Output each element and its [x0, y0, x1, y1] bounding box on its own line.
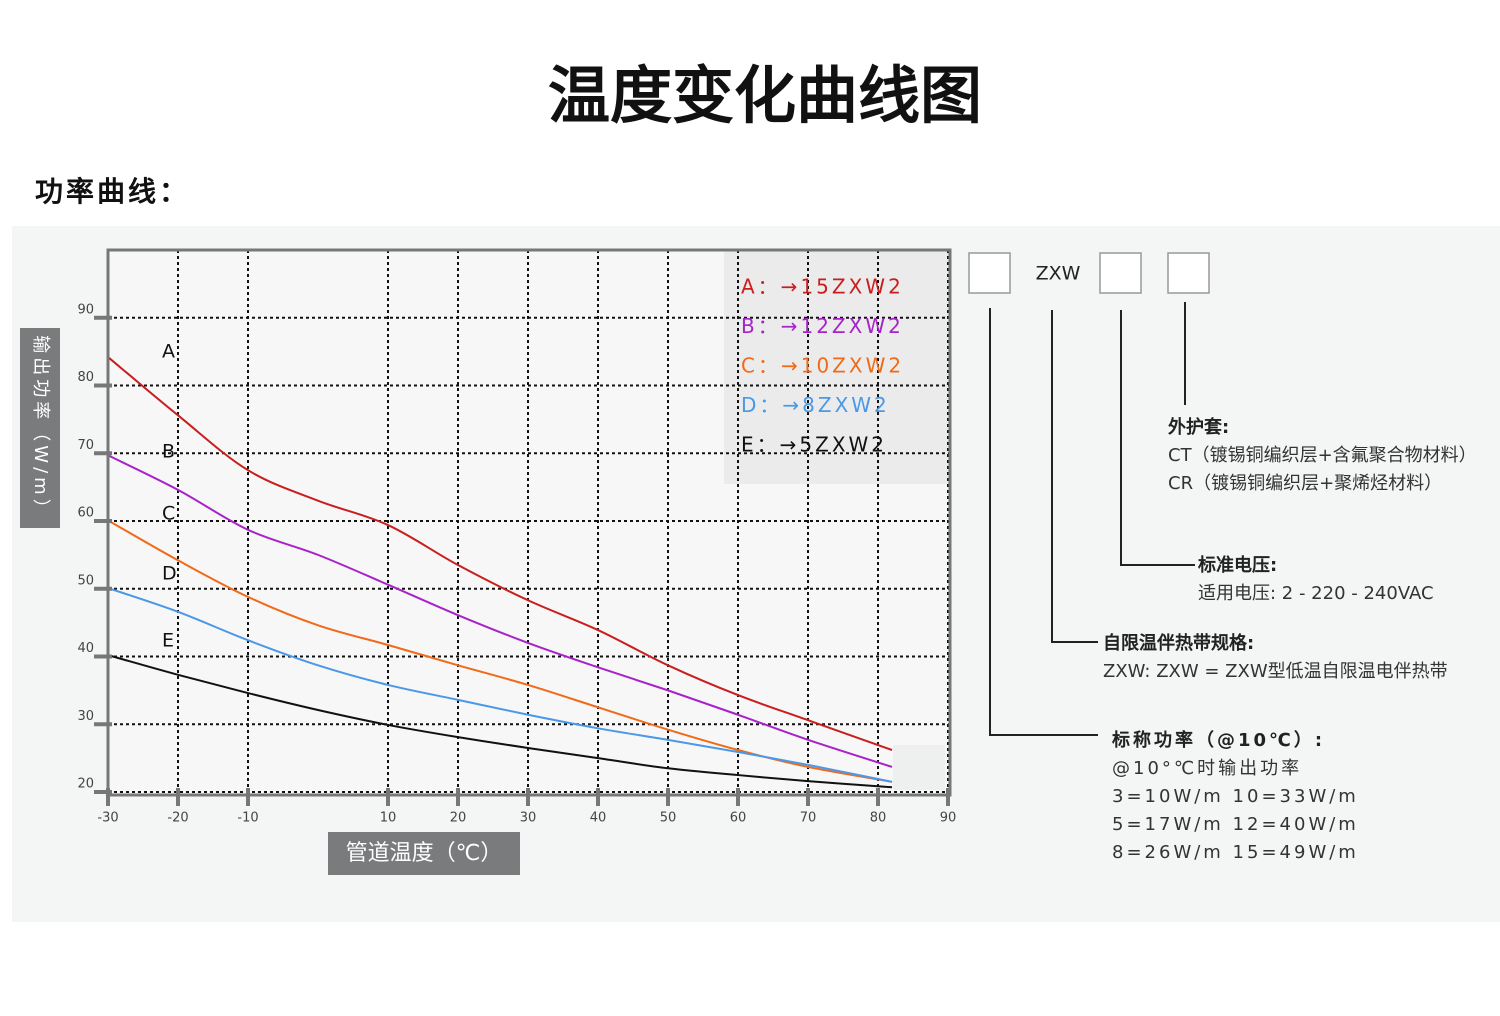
- x-tick-label: 90: [940, 811, 957, 826]
- page-title: 温度变化曲线图: [548, 59, 982, 132]
- y-tick-label: 70: [77, 438, 94, 453]
- series-line: [107, 587, 893, 783]
- subtitle: 功率曲线：: [35, 175, 190, 208]
- y-tick-label: 60: [77, 506, 94, 521]
- x-tick-label: -30: [97, 811, 118, 826]
- code-box: [1099, 252, 1142, 294]
- y-label-box: [20, 328, 60, 528]
- note-line: 3=10W/m 10=33W/m: [1112, 786, 1359, 807]
- series-line: [107, 356, 893, 751]
- y-tick-label: 40: [77, 641, 94, 656]
- y-tick-label: 30: [77, 709, 94, 724]
- legend-box: [724, 250, 950, 484]
- curve-label: D: [162, 563, 177, 585]
- note-line: 适用电压: 2 - 220 - 240VAC: [1198, 583, 1434, 604]
- x-tick-label: 30: [520, 811, 537, 826]
- legend-entry: C：→10ZXW2: [741, 354, 904, 378]
- x-axis-label: 管道温度（℃）: [346, 841, 503, 866]
- x-tick-label: 20: [450, 811, 467, 826]
- x-tick-label: 10: [380, 811, 397, 826]
- series-line: [107, 654, 893, 789]
- note-title: 标称功率（@10℃）:: [1111, 729, 1325, 751]
- note-line: 5=17W/m 12=40W/m: [1112, 814, 1359, 835]
- x-tick-label: 70: [800, 811, 817, 826]
- x-tick-label: -20: [167, 811, 188, 826]
- curve-label: C: [162, 503, 175, 525]
- y-tick-label: 50: [77, 573, 94, 588]
- note-title: 自限温伴热带规格:: [1103, 632, 1254, 654]
- x-tick-label: 60: [730, 811, 747, 826]
- x-tick-label: 50: [660, 811, 677, 826]
- note-line: ZXW: ZXW = ZXW型低温自限温电伴热带: [1103, 661, 1448, 682]
- model-diagram: [968, 252, 1210, 736]
- curve-label: B: [162, 441, 175, 463]
- y-tick-label: 80: [77, 370, 94, 385]
- y-tick-label: 90: [77, 302, 94, 317]
- note-line: 8=26W/m 15=49W/m: [1112, 842, 1359, 863]
- note-line: @10°℃时输出功率: [1112, 758, 1302, 779]
- legend-entry: A：→15ZXW2: [741, 275, 904, 299]
- x-tick-label: -10: [237, 811, 258, 826]
- leader-line: [1120, 310, 1195, 566]
- curve-label: A: [162, 341, 175, 363]
- code-box: [1167, 252, 1210, 294]
- curve-label: E: [162, 630, 174, 652]
- note-title: 标准电压:: [1197, 554, 1277, 576]
- x-tick-label: 80: [870, 811, 887, 826]
- leader-line: [989, 308, 1098, 736]
- code-box: [968, 252, 1011, 294]
- note-line: CT（镀锡铜编织层+含氟聚合物材料）: [1168, 445, 1477, 466]
- note-title: 外护套:: [1168, 416, 1229, 438]
- legend-entry: E：→5ZXW2: [741, 433, 887, 457]
- x-tick-label: 40: [590, 811, 607, 826]
- legend-entry: B：→12ZXW2: [741, 314, 904, 338]
- note-line: CR（镀锡铜编织层+聚烯烃材料）: [1168, 473, 1442, 494]
- y-axis-label: 输出功率（W/m）: [30, 335, 51, 520]
- series-line: [107, 454, 893, 768]
- legend-entry: D：→8ZXW2: [741, 393, 890, 417]
- leader-line: [1051, 310, 1098, 643]
- patch: [893, 745, 945, 790]
- code-text: ZXW: [1036, 263, 1081, 285]
- y-tick-label: 20: [77, 777, 94, 792]
- x-label-box: [328, 832, 520, 875]
